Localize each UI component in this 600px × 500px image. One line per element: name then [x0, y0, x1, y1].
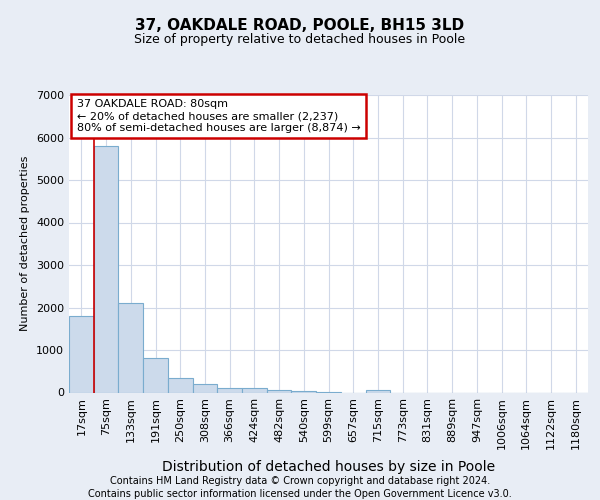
Text: 37 OAKDALE ROAD: 80sqm
← 20% of detached houses are smaller (2,237)
80% of semi-: 37 OAKDALE ROAD: 80sqm ← 20% of detached…: [77, 100, 361, 132]
Bar: [267, 390, 292, 392]
Bar: [217, 388, 242, 392]
Bar: [143, 358, 168, 392]
Bar: [168, 378, 193, 392]
Bar: [193, 384, 217, 392]
Text: 37, OAKDALE ROAD, POOLE, BH15 3LD: 37, OAKDALE ROAD, POOLE, BH15 3LD: [136, 18, 464, 32]
X-axis label: Distribution of detached houses by size in Poole: Distribution of detached houses by size …: [162, 460, 495, 474]
Bar: [69, 316, 94, 392]
Bar: [292, 391, 316, 392]
Bar: [94, 146, 118, 392]
Bar: [365, 390, 390, 392]
Text: Size of property relative to detached houses in Poole: Size of property relative to detached ho…: [134, 32, 466, 46]
Text: Contains HM Land Registry data © Crown copyright and database right 2024.: Contains HM Land Registry data © Crown c…: [110, 476, 490, 486]
Bar: [118, 303, 143, 392]
Y-axis label: Number of detached properties: Number of detached properties: [20, 156, 31, 332]
Bar: [242, 388, 267, 392]
Text: Contains public sector information licensed under the Open Government Licence v3: Contains public sector information licen…: [88, 489, 512, 499]
